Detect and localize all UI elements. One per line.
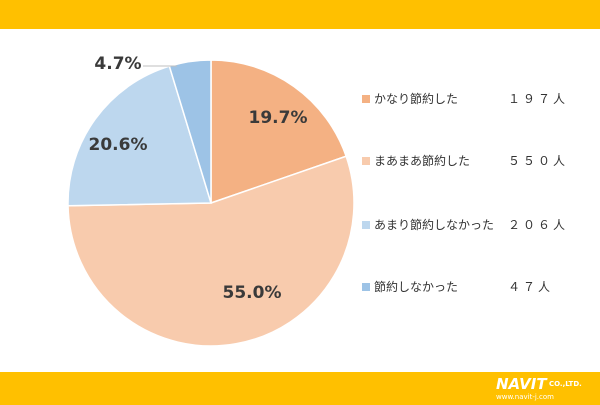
legend-swatch-3 bbox=[362, 221, 370, 229]
legend-count-1: １９７人 bbox=[508, 92, 569, 106]
legend-count-2: ５５０人 bbox=[508, 154, 569, 168]
pie-label-2: 55.0% bbox=[223, 283, 282, 303]
legend-label-1: かなり節約した bbox=[374, 92, 459, 106]
logo-brand: NAVIT bbox=[496, 375, 547, 393]
legend-swatch-4 bbox=[362, 283, 370, 291]
pie-slice-2 bbox=[67, 155, 355, 347]
pie-label-1: 19.7% bbox=[249, 108, 308, 128]
legend-item-2: まあまあ節約した ５５０人 bbox=[362, 152, 592, 172]
company-logo: NAVIT CO.,LTD. www.navit-j.com bbox=[496, 375, 596, 403]
pie-label-4: 4.7% bbox=[94, 54, 141, 74]
logo-url: www.navit-j.com bbox=[496, 393, 554, 401]
legend-label-4: 節約しなかった bbox=[374, 280, 459, 294]
legend-label-3: あまり節約しなかった bbox=[374, 218, 495, 232]
pie-slices bbox=[67, 59, 355, 347]
top-banner bbox=[0, 0, 600, 29]
legend-label-2: まあまあ節約した bbox=[374, 154, 471, 168]
logo-suffix: CO.,LTD. bbox=[549, 380, 582, 388]
legend-item-3: あまり節約しなかった ２０６人 bbox=[362, 216, 592, 236]
pie-slice-3 bbox=[67, 65, 213, 207]
bottom-banner bbox=[0, 372, 600, 405]
legend-count-4: ４７人 bbox=[508, 280, 554, 294]
legend-count-3: ２０６人 bbox=[508, 218, 569, 232]
pie-label-3: 20.6% bbox=[89, 135, 148, 155]
legend-swatch-2 bbox=[362, 157, 370, 165]
legend-swatch-1 bbox=[362, 95, 370, 103]
legend-item-1: かなり節約した １９７人 bbox=[362, 90, 592, 110]
legend-item-4: 節約しなかった ４７人 bbox=[362, 278, 592, 298]
pie-labels: 19.7% 55.0% 20.6% 4.7% bbox=[89, 54, 308, 303]
